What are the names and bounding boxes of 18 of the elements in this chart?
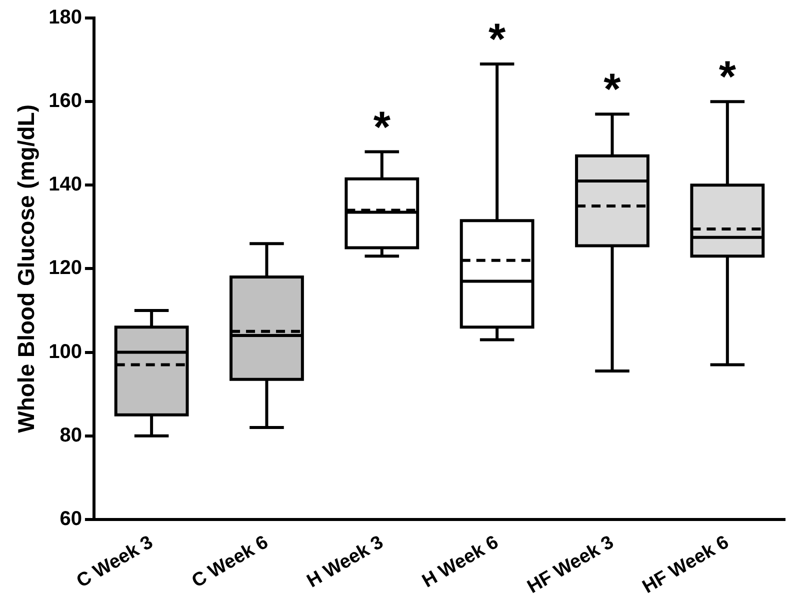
- x-tick-label: H Week 6: [418, 532, 502, 592]
- y-tick-label: 160: [48, 90, 82, 112]
- y-tick-label: 80: [60, 424, 82, 446]
- y-axis-title: Whole Blood Glucose (mg/dL): [13, 104, 40, 433]
- x-tick-label: HF Week 3: [524, 532, 618, 598]
- x-tick-label: H Week 3: [304, 532, 388, 592]
- x-tick-label: C Week 6: [188, 532, 272, 592]
- y-tick-label: 140: [48, 174, 82, 196]
- y-tick-label: 100: [48, 340, 82, 363]
- annotation: *: [373, 102, 392, 152]
- annotation: *: [604, 65, 622, 114]
- annotation: *: [718, 52, 737, 102]
- annotation: *: [488, 15, 507, 64]
- y-tick-label: 180: [48, 6, 82, 29]
- x-tick-label: C Week 3: [73, 532, 157, 592]
- x-tick-label: HF Week 6: [639, 532, 733, 598]
- y-tick-label: 120: [48, 257, 82, 280]
- y-tick-label: 60: [60, 508, 82, 530]
